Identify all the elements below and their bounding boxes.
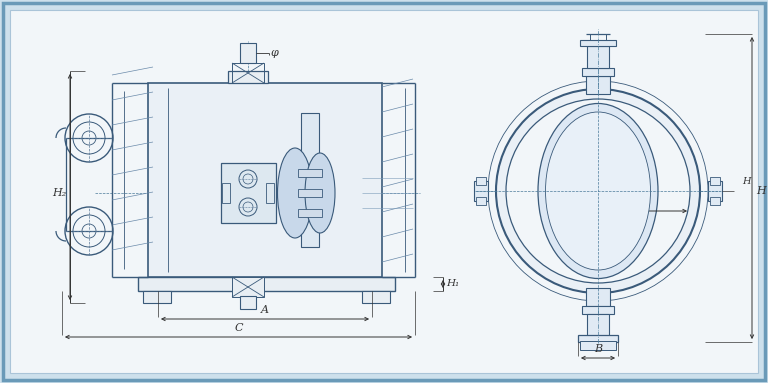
Bar [298, 209, 322, 217]
Bar [474, 181, 488, 201]
Bar [266, 183, 274, 203]
Bar [710, 197, 720, 205]
Bar [587, 314, 609, 336]
Bar [232, 63, 264, 83]
Ellipse shape [305, 153, 335, 233]
Bar [240, 43, 256, 63]
Bar [587, 46, 609, 68]
Text: H: H [742, 177, 750, 186]
Ellipse shape [538, 103, 658, 278]
Bar [228, 71, 268, 83]
Text: φ: φ [270, 48, 278, 58]
Bar [221, 163, 276, 223]
Circle shape [496, 89, 700, 293]
Bar [586, 76, 610, 94]
Ellipse shape [545, 112, 650, 270]
Ellipse shape [277, 148, 313, 238]
Bar [586, 288, 610, 306]
Bar [148, 83, 382, 277]
Circle shape [506, 99, 690, 283]
Text: H: H [756, 186, 766, 196]
Bar [580, 341, 616, 350]
Bar [240, 296, 256, 309]
Text: B: B [594, 344, 602, 354]
Bar [298, 189, 322, 197]
Bar [476, 197, 486, 205]
Text: H₁: H₁ [446, 280, 459, 288]
Bar [580, 40, 616, 46]
Text: D: D [628, 214, 637, 224]
Bar [710, 177, 720, 185]
Bar [582, 68, 614, 76]
Bar [582, 306, 614, 314]
Text: A: A [261, 305, 269, 315]
Bar [222, 183, 230, 203]
Bar [301, 113, 319, 247]
Bar [298, 169, 322, 177]
Bar [143, 291, 171, 303]
Bar [708, 181, 722, 201]
Bar [578, 335, 618, 342]
Bar [476, 177, 486, 185]
Text: H₂: H₂ [51, 188, 66, 198]
Bar [232, 277, 264, 297]
Text: C: C [234, 323, 243, 333]
Bar [138, 277, 395, 291]
Bar [362, 291, 390, 303]
